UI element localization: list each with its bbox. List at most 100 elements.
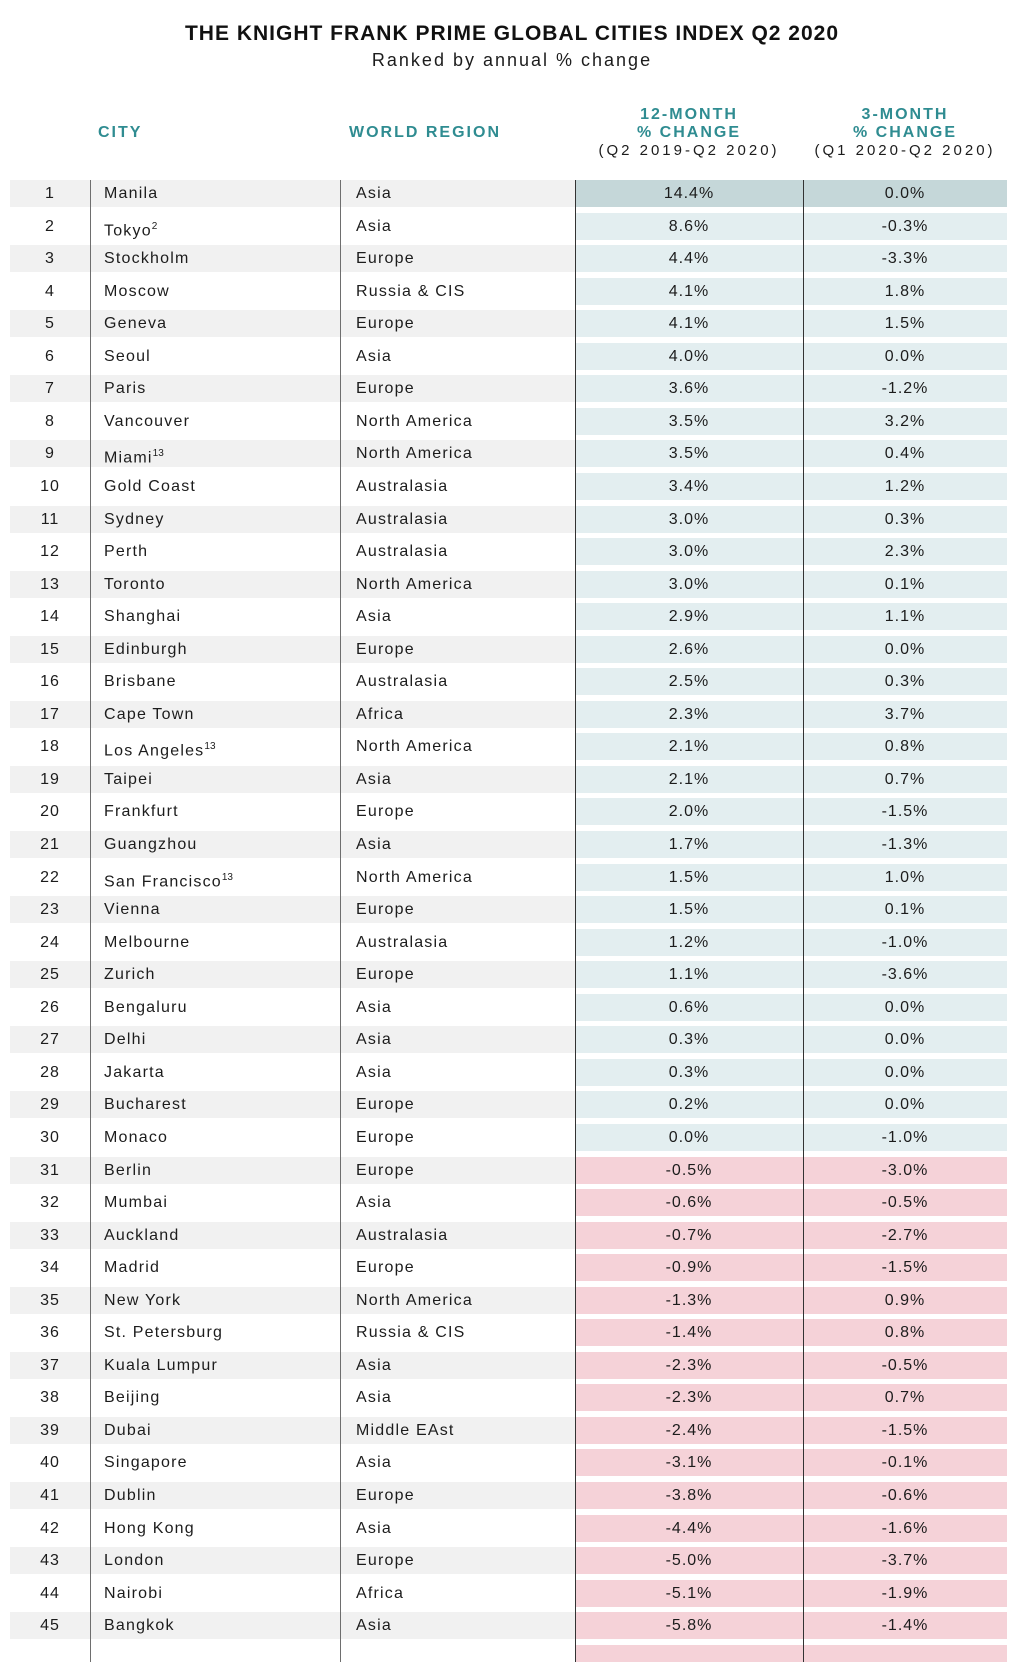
rank-cell: 29 xyxy=(40,1096,60,1113)
row-label-band xyxy=(10,1547,575,1574)
row-label-band xyxy=(10,1091,575,1118)
city-cell: Taipei xyxy=(104,766,153,793)
pct-3-month-cell: 1.1% xyxy=(803,603,1007,630)
world-region-cell: Australasia xyxy=(356,511,449,528)
pct-12-month-cell: 4.1% xyxy=(575,278,803,305)
rank-cell: 20 xyxy=(40,803,60,820)
row-label-band xyxy=(10,1449,575,1476)
row-label-band xyxy=(10,310,575,337)
city-cell: Manila xyxy=(104,180,158,207)
rank-cell: 35 xyxy=(40,1292,60,1309)
row-label-band xyxy=(10,1254,575,1281)
city-name: Cape Town xyxy=(104,706,195,723)
world-region-cell: Europe xyxy=(356,250,415,267)
city-name: Tokyo xyxy=(104,222,152,240)
row-label-band xyxy=(10,798,575,825)
table-row: 11 Sydney Australasia 3.0% 0.3% xyxy=(0,506,1024,533)
table-row: 3 Stockholm Europe 4.4% -3.3% xyxy=(0,245,1024,272)
city-cell: Mumbai xyxy=(104,1189,168,1216)
city-cell: Beijing xyxy=(104,1384,160,1411)
city-cell: Gold Coast xyxy=(104,473,196,500)
pct-12-month-cell: -3.8% xyxy=(575,1482,803,1509)
city-name: Madrid xyxy=(104,1259,161,1276)
row-label-band xyxy=(10,1384,575,1411)
city-name: Gold Coast xyxy=(104,478,197,495)
table-row: 4 Moscow Russia & CIS 4.1% 1.8% xyxy=(0,278,1024,305)
column-header-3-month: 3-MONTH % CHANGE (Q1 2020-Q2 2020) xyxy=(803,106,1007,160)
city-cell: Los Angeles13 xyxy=(104,733,216,760)
city-cell: Stockholm xyxy=(104,245,190,272)
pct-12-month-cell: 4.0% xyxy=(575,343,803,370)
table-row: 36 St. Petersburg Russia & CIS -1.4% 0.8% xyxy=(0,1319,1024,1346)
city-cell: Zurich xyxy=(104,961,156,988)
pct-3-month-cell: -1.2% xyxy=(803,375,1007,402)
rank-cell: 14 xyxy=(40,608,60,625)
city-name: Bangkok xyxy=(104,1617,175,1634)
city-cell: Edinburgh xyxy=(104,636,188,663)
row-label-band xyxy=(10,180,575,207)
world-region-cell: Europe xyxy=(356,1552,415,1569)
table-row: 2 Tokyo2 Asia 8.6% -0.3% xyxy=(0,213,1024,240)
city-cell: Madrid xyxy=(104,1254,160,1281)
pct-12-month-cell: 14.4% xyxy=(575,180,803,207)
pct-3-month-cell: 3.2% xyxy=(803,408,1007,435)
city-name: Moscow xyxy=(104,283,170,300)
city-name: Singapore xyxy=(104,1454,188,1471)
row-label-band xyxy=(10,896,575,923)
rank-cell: 32 xyxy=(40,1194,60,1211)
city-cell: Paris xyxy=(104,375,146,402)
row-label-band xyxy=(10,1222,575,1249)
divider-city-region xyxy=(340,180,341,1662)
rank-cell: 45 xyxy=(40,1617,60,1634)
row-label-band xyxy=(10,1287,575,1314)
pct-3-month-cell: 0.7% xyxy=(803,766,1007,793)
city-cell: San Francisco13 xyxy=(104,864,233,891)
pct-12-month-cell: 3.5% xyxy=(575,408,803,435)
row-label-band xyxy=(10,1580,575,1607)
pct-12-month-cell: 2.1% xyxy=(575,733,803,760)
rank-cell: 38 xyxy=(40,1389,60,1406)
rank-cell: 43 xyxy=(40,1552,60,1569)
column-header-city: CITY xyxy=(98,124,143,141)
column-header-3-month-line1: 3-MONTH xyxy=(861,106,949,123)
pct-12-month-cell: 2.6% xyxy=(575,636,803,663)
row-label-band xyxy=(10,1352,575,1379)
world-region-cell: Middle EAst xyxy=(356,1422,455,1439)
world-region-cell: Asia xyxy=(356,608,392,625)
city-name: Brisbane xyxy=(104,673,177,690)
pct-12-month-cell: -3.1% xyxy=(575,1449,803,1476)
row-label-band xyxy=(10,408,575,435)
rank-cell: 19 xyxy=(40,771,60,788)
column-header-3-month-line2: % CHANGE xyxy=(852,124,957,141)
pct-12-month-cell: 2.1% xyxy=(575,766,803,793)
row-label-band xyxy=(10,1157,575,1184)
table-row: 23 Vienna Europe 1.5% 0.1% xyxy=(0,896,1024,923)
city-name: Beijing xyxy=(104,1389,161,1406)
row-label-band xyxy=(10,929,575,956)
city-cell: Brisbane xyxy=(104,668,177,695)
rank-cell: 11 xyxy=(40,511,60,528)
world-region-cell: Africa xyxy=(356,706,405,723)
row-label-band xyxy=(10,343,575,370)
rank-cell: 3 xyxy=(45,250,55,267)
row-label-band xyxy=(10,1612,575,1639)
city-cell: Bangkok xyxy=(104,1612,175,1639)
rank-cell: 22 xyxy=(40,869,60,886)
footnote-superscript: 13 xyxy=(221,872,233,883)
world-region-cell: Europe xyxy=(356,1487,415,1504)
row-label-band xyxy=(10,473,575,500)
rank-cell: 44 xyxy=(40,1585,60,1602)
pct-12-month-cell: 1.5% xyxy=(575,864,803,891)
pct-12-month-cell: 3.0% xyxy=(575,538,803,565)
pct-3-month-cell: -1.5% xyxy=(803,798,1007,825)
city-name: Taipei xyxy=(104,771,154,788)
pct-12-month-cell: 1.7% xyxy=(575,831,803,858)
city-name: Zurich xyxy=(104,966,156,983)
pct-12-month-cell: 3.0% xyxy=(575,506,803,533)
table-row: 20 Frankfurt Europe 2.0% -1.5% xyxy=(0,798,1024,825)
table-row: 27 Delhi Asia 0.3% 0.0% xyxy=(0,1026,1024,1053)
city-name: Shanghai xyxy=(104,608,182,625)
row-label-band xyxy=(10,603,575,630)
row-label-band xyxy=(10,766,575,793)
city-name: Jakarta xyxy=(104,1064,165,1081)
